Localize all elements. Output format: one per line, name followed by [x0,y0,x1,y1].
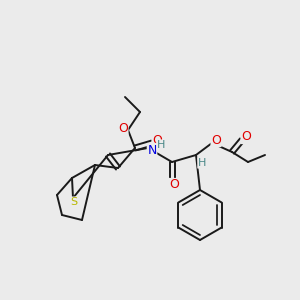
Text: O: O [169,178,179,191]
Text: H: H [157,140,165,150]
Text: N: N [147,143,157,157]
Text: S: S [70,197,78,207]
Text: O: O [241,130,251,143]
Text: O: O [152,134,162,148]
Text: O: O [211,134,221,146]
Text: O: O [118,122,128,134]
Text: H: H [198,158,206,168]
